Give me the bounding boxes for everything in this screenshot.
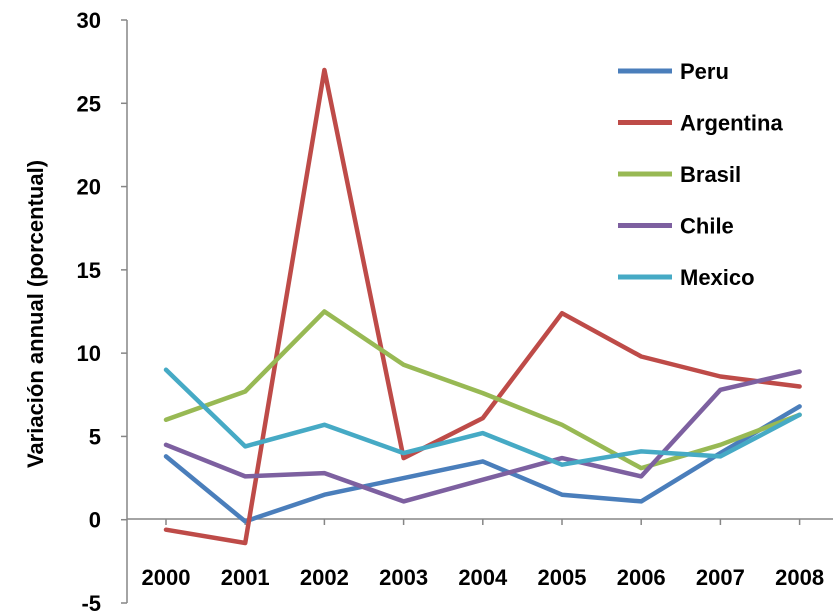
y-tick-label: 25	[77, 91, 101, 116]
legend-label-argentina: Argentina	[680, 111, 783, 136]
x-tick-label: 2000	[142, 565, 191, 590]
legend: Peru Argentina Brasil Chile Mexico	[618, 59, 783, 290]
y-tick-label: 30	[77, 8, 101, 33]
y-tick-label: 5	[89, 424, 101, 449]
legend-label-brasil: Brasil	[680, 162, 741, 187]
x-tick-label: 2001	[221, 565, 270, 590]
x-tick-label: 2007	[696, 565, 745, 590]
y-tick-label: 10	[77, 341, 101, 366]
legend-label-mexico: Mexico	[680, 265, 755, 290]
x-tick-label: 2002	[300, 565, 349, 590]
x-tick-label: 2008	[775, 565, 824, 590]
y-tick-label: 0	[89, 508, 101, 533]
series-line-chile	[163, 369, 802, 504]
plot-series	[163, 67, 802, 546]
legend-label-chile: Chile	[680, 214, 734, 239]
series-line-mexico	[163, 367, 802, 467]
x-tick-label: 2006	[617, 565, 666, 590]
series-line-argentina	[163, 67, 802, 546]
y-tick-label: 15	[77, 258, 101, 283]
y-axis: -5 0 5 10 15 20 25 30	[77, 8, 128, 616]
y-axis-title: Variación annual (porcentual)	[23, 160, 48, 468]
legend-label-peru: Peru	[680, 59, 729, 84]
x-tick-label: 2003	[379, 565, 428, 590]
x-tick-label: 2005	[538, 565, 587, 590]
series-line-peru	[163, 404, 802, 524]
x-tick-label: 2004	[458, 565, 508, 590]
y-tick-label: -5	[81, 591, 101, 616]
y-tick-label: 20	[77, 175, 101, 200]
x-axis: 2000 2001 2002 2003 2004 2005 2006 2007 2008	[127, 518, 833, 590]
